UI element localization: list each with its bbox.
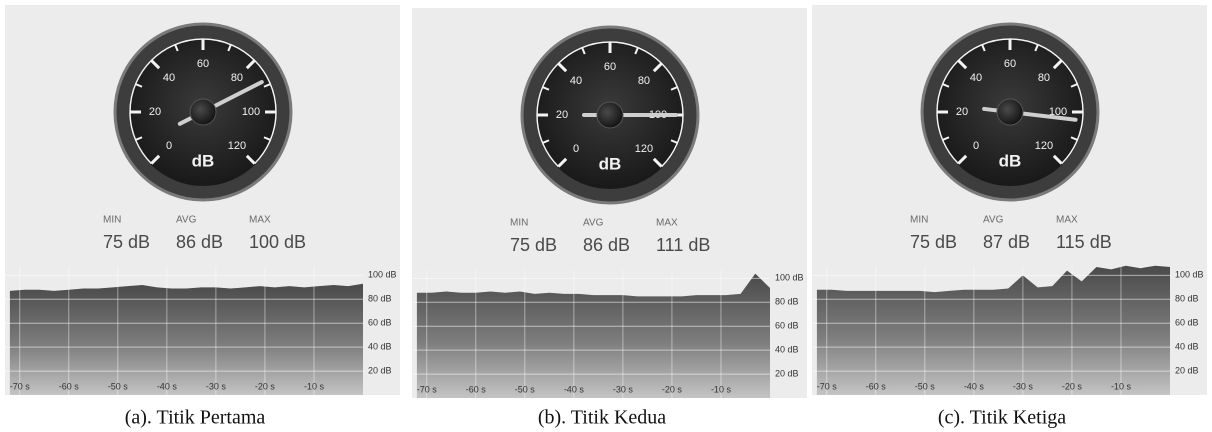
gauge-tick-label: 20 (956, 106, 968, 118)
stat-value: 111 dB (656, 235, 710, 255)
gauge-tick-label: 80 (231, 72, 243, 84)
y-tick-label: 60 dB (775, 321, 799, 331)
y-tick-label: 80 dB (368, 294, 392, 304)
caption: (b). Titik Kedua (538, 407, 666, 429)
level-area (10, 284, 363, 395)
gauge-hub (190, 99, 216, 125)
x-tick-label: -50 s (915, 381, 936, 391)
x-tick-label: -60 s (466, 384, 487, 394)
gauge-tick-label: 40 (970, 72, 982, 84)
y-tick-label: 40 dB (775, 345, 799, 355)
stat-value: 86 dB (583, 235, 630, 255)
figure: 0 20 40 60 80 100 120 dB MIN 75 dB AVG 86 dB MAX 100 … (0, 0, 1212, 432)
y-tick-label: 20 dB (1175, 365, 1199, 375)
x-tick-label: -70 s (10, 381, 31, 391)
gauge-unit: dB (999, 151, 1022, 170)
x-tick-label: -40 s (564, 384, 585, 394)
y-tick-label: 40 dB (368, 342, 392, 352)
gauge-tick-label: 60 (604, 61, 616, 73)
stat-value: 75 dB (103, 232, 150, 252)
x-tick-label: -40 s (157, 381, 178, 391)
panel: 0 20 40 60 80 100 120 dB MIN 75 dB AVG 86 dB MAX 100 … (5, 5, 400, 395)
gauge-tick-label: 80 (638, 75, 650, 87)
x-tick-label: -30 s (1013, 381, 1034, 391)
stat-label: MAX (249, 215, 271, 226)
gauge-tick-label: 100 (242, 106, 260, 118)
gauge-tick-label: 40 (163, 72, 175, 84)
x-tick-label: -10 s (1111, 381, 1132, 391)
x-tick-label: -10 s (304, 381, 325, 391)
gauge-tick-label: 20 (556, 109, 568, 121)
y-tick-label: 60 dB (368, 318, 392, 328)
stat-label: AVG (176, 215, 197, 226)
x-tick-label: -20 s (255, 381, 276, 391)
stat-label: MIN (103, 215, 121, 226)
x-tick-label: -30 s (613, 384, 634, 394)
gauge-unit: dB (599, 154, 622, 173)
stat-label: AVG (983, 215, 1004, 226)
x-tick-label: -10 s (711, 384, 732, 394)
gauge-tick-label: 80 (1038, 72, 1050, 84)
y-tick-label: 20 dB (368, 365, 392, 375)
stat-label: MIN (910, 215, 928, 226)
y-tick-label: 20 dB (775, 368, 799, 378)
x-tick-label: -30 s (206, 381, 227, 391)
gauge-tick-label: 0 (166, 140, 172, 152)
y-tick-label: 60 dB (1175, 318, 1199, 328)
caption: (a). Titik Pertama (125, 407, 266, 429)
stat-value: 86 dB (176, 232, 223, 252)
gauge-tick-label: 40 (570, 75, 582, 87)
y-tick-label: 100 dB (775, 273, 804, 283)
gauge-tick-label: 20 (149, 106, 161, 118)
gauge: 0 20 40 60 80 100 120 dB (115, 24, 291, 200)
stat-value: 100 dB (249, 232, 306, 252)
gauge-tick-label: 0 (573, 143, 579, 155)
x-tick-label: -70 s (417, 384, 438, 394)
y-tick-label: 100 dB (1175, 270, 1204, 280)
stat-label: MIN (510, 218, 528, 229)
stat-value: 75 dB (510, 235, 557, 255)
x-tick-label: -20 s (662, 384, 683, 394)
stat-value: 87 dB (983, 232, 1030, 252)
gauge-tick-label: 60 (197, 58, 209, 70)
gauge-hub (997, 99, 1023, 125)
gauge-tick-label: 0 (973, 140, 979, 152)
x-tick-label: -50 s (515, 384, 536, 394)
stat-label: MAX (1056, 215, 1078, 226)
gauge-hub (597, 102, 623, 128)
gauge-tick-label: 120 (635, 143, 653, 155)
gauge-tick-label: 120 (228, 140, 246, 152)
x-tick-label: -60 s (866, 381, 887, 391)
stat-label: MAX (656, 218, 678, 229)
x-tick-label: -40 s (964, 381, 985, 391)
stat-label: AVG (583, 218, 604, 229)
stat-value: 115 dB (1056, 232, 1112, 252)
stat-value: 75 dB (910, 232, 957, 252)
y-tick-label: 100 dB (368, 270, 397, 280)
x-tick-label: -50 s (108, 381, 129, 391)
gauge-tick-label: 120 (1035, 140, 1053, 152)
gauge-unit: dB (192, 151, 215, 170)
gauge: 020406080100120dB (922, 24, 1098, 200)
caption: (c). Titik Ketiga (938, 407, 1066, 429)
y-tick-label: 80 dB (775, 297, 799, 307)
x-tick-label: -60 s (59, 381, 80, 391)
x-tick-label: -70 s (817, 381, 838, 391)
y-tick-label: 40 dB (1175, 342, 1199, 352)
x-tick-label: -20 s (1062, 381, 1083, 391)
gauge-tick-label: 60 (1004, 58, 1016, 70)
y-tick-label: 80 dB (1175, 294, 1199, 304)
